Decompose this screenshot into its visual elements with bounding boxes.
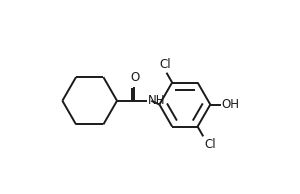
Text: NH: NH — [148, 94, 165, 107]
Text: Cl: Cl — [160, 58, 171, 71]
Text: OH: OH — [221, 98, 239, 111]
Text: O: O — [130, 71, 139, 84]
Text: Cl: Cl — [204, 138, 216, 151]
